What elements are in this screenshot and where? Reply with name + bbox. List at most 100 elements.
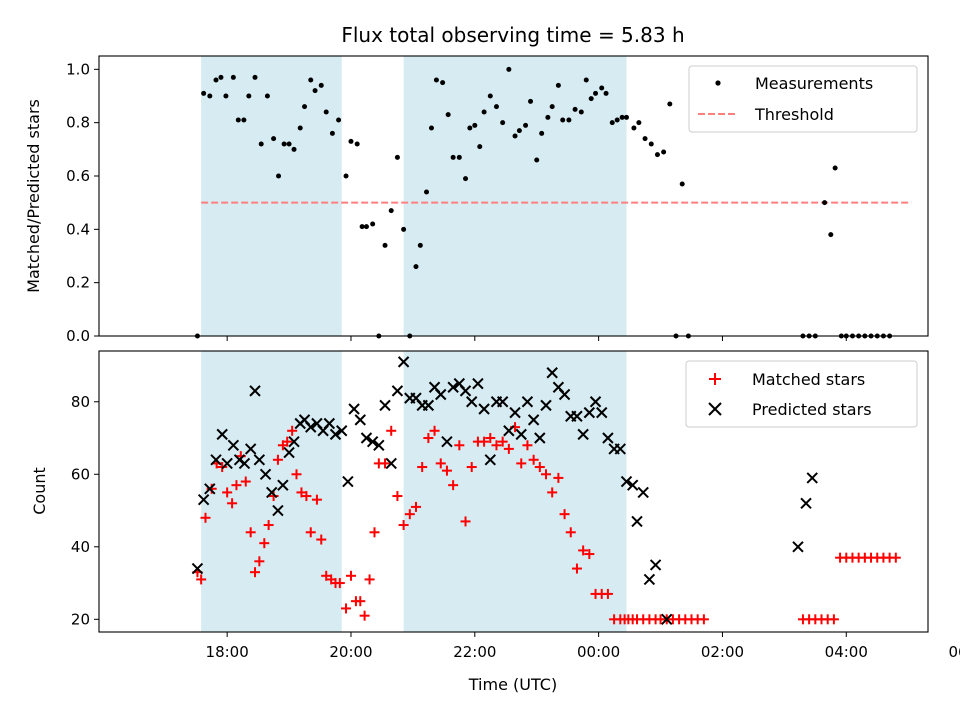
matched-star-marker	[491, 440, 502, 451]
measurement-point	[207, 93, 213, 99]
predicted-star-marker	[323, 417, 336, 430]
marker-stroke	[244, 443, 257, 455]
matched-star-marker	[410, 501, 421, 512]
legend-predicted-marker	[708, 402, 722, 416]
marker-stroke	[298, 414, 311, 426]
legend-threshold-label: Threshold	[754, 105, 834, 124]
matched-star-marker	[245, 527, 256, 538]
matched-star-marker	[890, 552, 901, 563]
predicted-star-marker	[238, 457, 251, 470]
matched-star-marker	[334, 578, 345, 589]
matched-star-marker	[196, 574, 207, 585]
measurement-point	[472, 122, 478, 128]
predicted-star-marker	[631, 515, 643, 528]
predicted-star-marker	[191, 562, 204, 575]
matched-star-marker	[435, 458, 446, 469]
y-tick-label: 80	[71, 393, 90, 411]
marker-stroke	[614, 443, 627, 455]
measurement-point	[297, 125, 303, 131]
matched-star-marker	[206, 483, 217, 494]
predicted-star-marker	[577, 428, 589, 441]
matched-star-marker	[268, 491, 279, 502]
measurement-point	[593, 90, 599, 96]
matched-star-marker	[571, 563, 582, 574]
predicted-star-marker	[661, 613, 673, 626]
measurement-point	[512, 133, 518, 139]
marker-stroke	[311, 417, 323, 430]
measurement-point	[623, 114, 629, 120]
measurement-point	[648, 141, 654, 147]
measurement-point	[516, 128, 522, 134]
measurement-point	[235, 117, 241, 123]
predicted-star-marker	[342, 475, 354, 488]
measurement-point	[223, 93, 229, 99]
matched-star-marker	[301, 491, 312, 502]
matched-star-marker	[503, 443, 514, 454]
matched-star-marker	[291, 469, 302, 480]
predicted-star-marker	[441, 435, 453, 448]
measurement-point	[308, 77, 314, 83]
matched-star-marker	[584, 549, 595, 560]
measurement-point	[642, 136, 648, 142]
marker-stroke	[521, 396, 534, 408]
measurement-point	[241, 117, 247, 123]
marker-stroke	[596, 406, 608, 419]
marker-stroke	[515, 428, 527, 441]
predicted-star-marker	[272, 504, 284, 517]
matched-star-marker	[429, 425, 440, 436]
measurement-point	[230, 74, 236, 80]
observing-windows	[201, 56, 627, 336]
legend-frame	[685, 360, 918, 428]
measurement-point	[354, 141, 360, 147]
marker-stroke	[410, 392, 422, 404]
matched-star-marker	[364, 574, 375, 585]
measurement-point	[654, 152, 660, 158]
measurement-point	[276, 173, 282, 179]
measurement-point	[822, 200, 828, 206]
matched-star-marker	[227, 498, 238, 509]
marker-stroke	[806, 472, 818, 484]
matched-star-marker	[386, 425, 397, 436]
ratio-panel: Flux total observing time = 5.83 h 0.00.…	[24, 23, 929, 345]
measurement-point	[201, 90, 207, 96]
marker-stroke	[441, 435, 453, 448]
marker-stroke	[583, 406, 596, 419]
measurement-point	[252, 74, 258, 80]
matched-star-marker	[565, 527, 576, 538]
measurement-point	[636, 120, 642, 126]
measurement-point	[401, 226, 407, 232]
marker-stroke	[266, 486, 278, 499]
x-tick-label: 00:00	[577, 643, 620, 661]
marker-stroke	[472, 377, 484, 390]
legend: Matched stars Predicted stars	[685, 360, 918, 428]
measurement-point	[302, 104, 308, 110]
measurement-point	[545, 114, 551, 120]
x-tick-label: 04:00	[825, 643, 868, 661]
measurement-point	[477, 144, 483, 150]
matched-stars-points	[192, 422, 901, 625]
matched-star-marker	[222, 487, 233, 498]
marker-stroke	[800, 497, 812, 509]
marker-stroke	[459, 385, 472, 397]
marker-stroke	[649, 559, 662, 571]
predicted-star-marker	[259, 468, 272, 480]
legend-matched-label: Matched stars	[752, 370, 865, 389]
predicted-star-marker	[422, 399, 435, 412]
marker-stroke	[792, 541, 804, 553]
measurement-point	[493, 104, 499, 110]
matched-star-marker	[392, 491, 403, 502]
legend: Measurements Threshold	[688, 65, 918, 133]
measurement-point	[246, 93, 252, 99]
matched-star-marker	[497, 436, 508, 447]
measurement-point	[828, 232, 834, 238]
measurement-point	[463, 176, 469, 182]
y-axis-label: Count	[30, 467, 49, 515]
measurement-point	[500, 120, 506, 126]
marker-stroke	[238, 457, 251, 470]
marker-stroke	[335, 425, 348, 437]
y-tick-label: 20	[71, 610, 90, 628]
measurement-point	[281, 141, 287, 147]
marker-stroke	[360, 432, 373, 444]
measurement-point	[264, 93, 270, 99]
predicted-star-marker	[204, 483, 216, 495]
